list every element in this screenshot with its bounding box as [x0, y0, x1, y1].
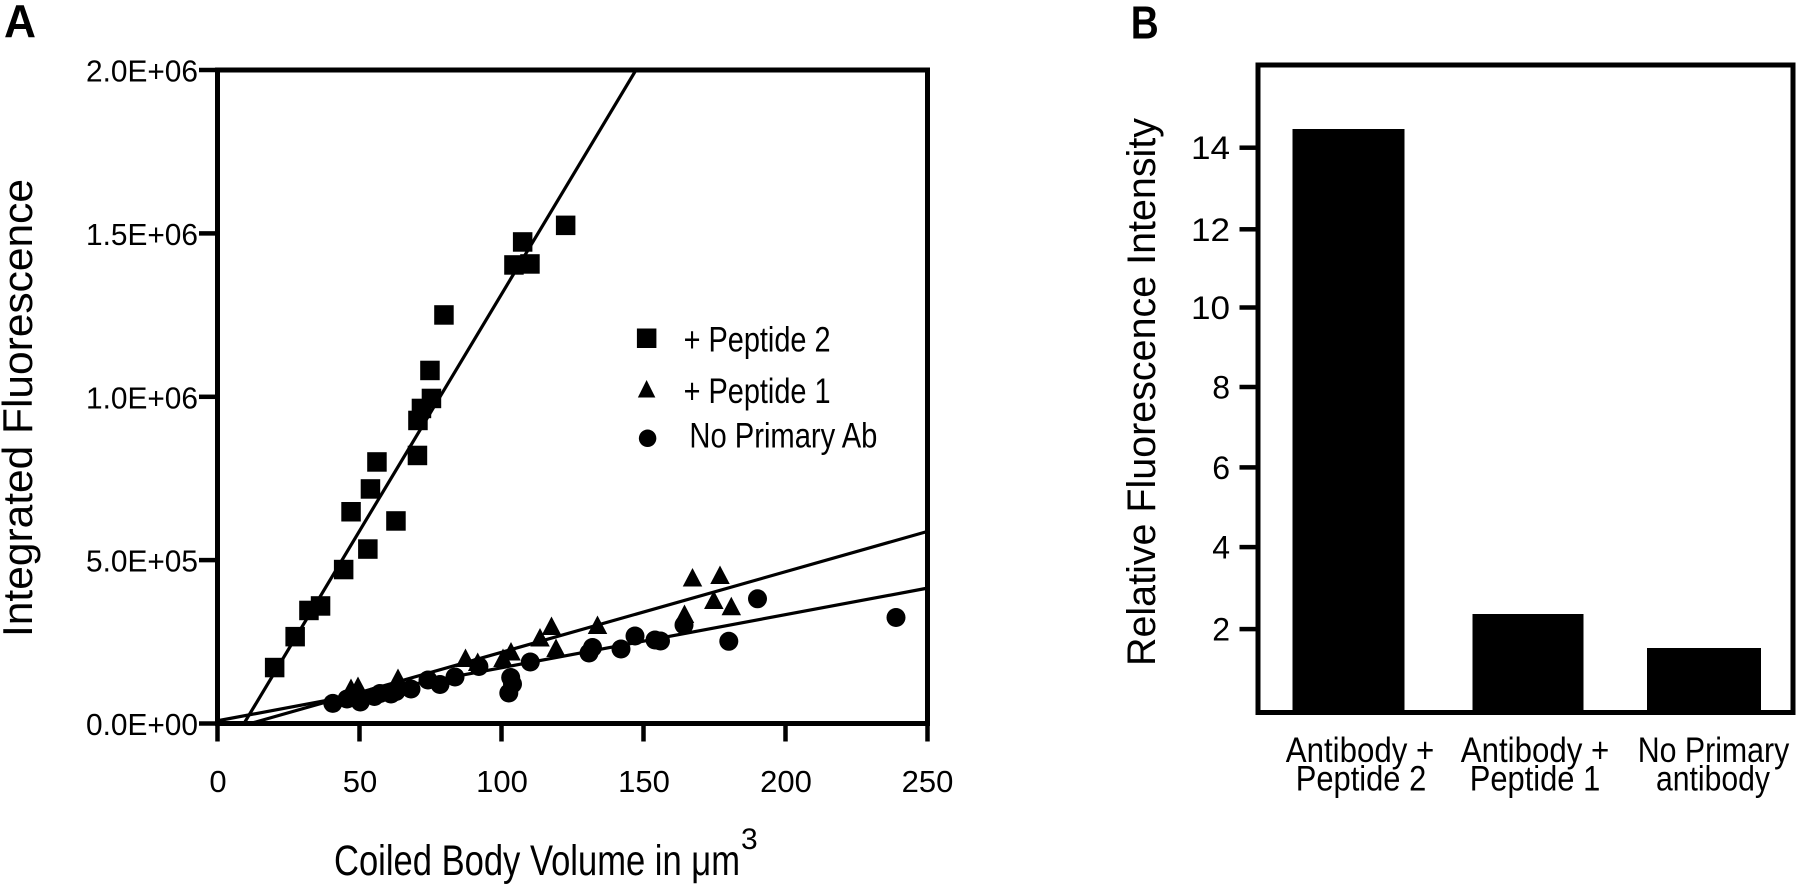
svg-text:No Primary: No Primary: [1638, 731, 1790, 770]
svg-text:A: A: [4, 0, 36, 47]
svg-text:B: B: [1131, 0, 1159, 49]
svg-text:+ Peptide 2: + Peptide 2: [684, 321, 831, 360]
svg-text:5.0E+05: 5.0E+05: [86, 544, 198, 579]
svg-text:8: 8: [1212, 370, 1230, 406]
svg-text:Relative Fluorescence Intensit: Relative Fluorescence Intensity: [1120, 118, 1164, 666]
svg-text:12: 12: [1191, 212, 1230, 248]
svg-text:250: 250: [902, 764, 954, 799]
svg-text:10: 10: [1191, 290, 1230, 326]
svg-text:+ Peptide 1: + Peptide 1: [684, 372, 831, 411]
svg-text:0: 0: [209, 764, 226, 799]
svg-text:Antibody +: Antibody +: [1286, 731, 1435, 770]
svg-text:Peptide 1: Peptide 1: [1470, 760, 1601, 799]
svg-text:1.5E+06: 1.5E+06: [86, 217, 198, 252]
svg-text:2.0E+06: 2.0E+06: [86, 54, 198, 89]
svg-text:4: 4: [1212, 530, 1230, 566]
svg-text:1.0E+06: 1.0E+06: [86, 380, 198, 415]
svg-text:Antibody +: Antibody +: [1461, 731, 1610, 770]
svg-text:Peptide 2: Peptide 2: [1296, 760, 1427, 799]
svg-text:200: 200: [760, 764, 812, 799]
svg-text:150: 150: [618, 764, 670, 799]
svg-text:100: 100: [476, 764, 528, 799]
svg-text:0.0E+00: 0.0E+00: [86, 707, 198, 742]
svg-text:3: 3: [741, 823, 758, 856]
svg-text:No Primary Ab: No Primary Ab: [689, 417, 877, 456]
svg-text:14: 14: [1191, 130, 1230, 166]
svg-text:50: 50: [343, 764, 377, 799]
svg-text:antibody: antibody: [1656, 760, 1770, 799]
svg-text:2: 2: [1212, 612, 1230, 648]
svg-text:6: 6: [1212, 450, 1230, 486]
svg-text:Coiled Body Volume in μm: Coiled Body Volume in μm: [334, 837, 740, 885]
svg-text:Integrated Fluorescence: Integrated Fluorescence: [0, 179, 41, 637]
